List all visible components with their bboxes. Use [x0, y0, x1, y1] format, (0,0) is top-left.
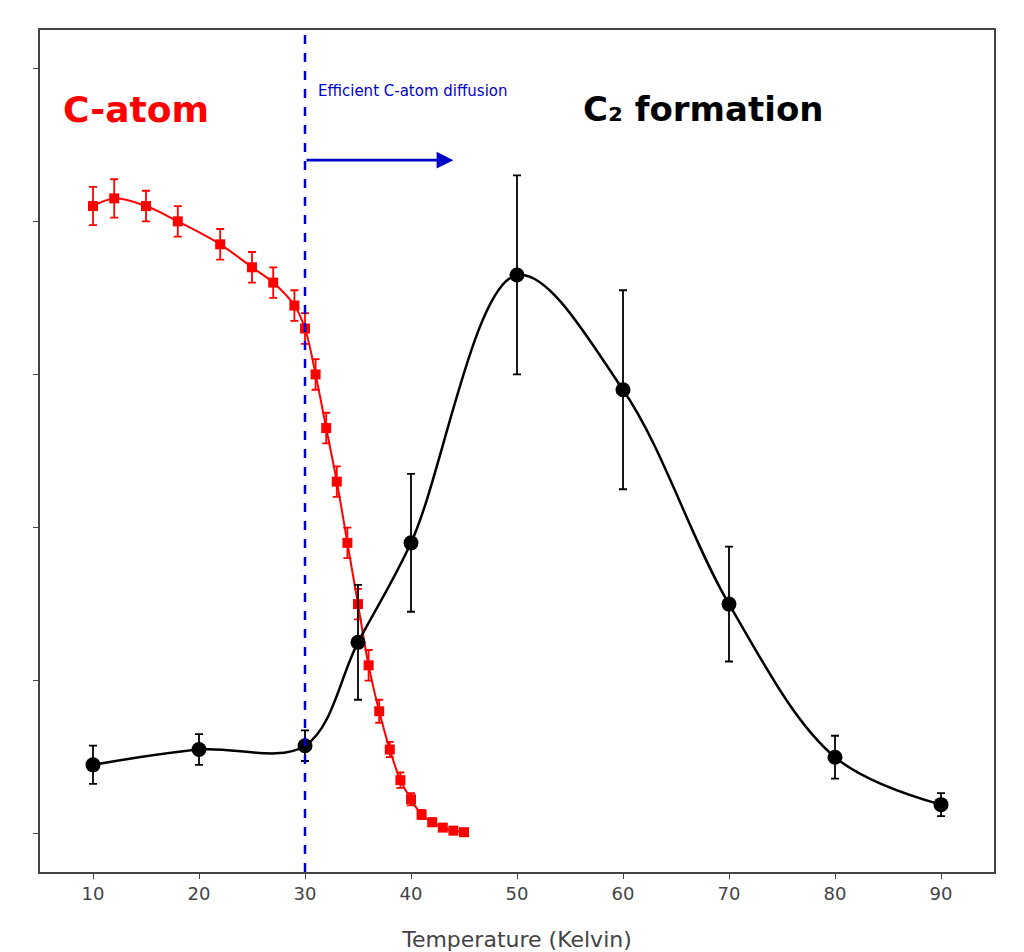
svg-text:60: 60: [612, 883, 635, 904]
svg-text:C-atom: C-atom: [63, 89, 209, 130]
svg-text:70: 70: [718, 883, 741, 904]
svg-text:80: 80: [824, 883, 847, 904]
svg-text:50: 50: [506, 883, 529, 904]
svg-text:30: 30: [294, 883, 317, 904]
svg-text:20: 20: [188, 883, 211, 904]
svg-text:10: 10: [82, 883, 105, 904]
svg-text:40: 40: [400, 883, 423, 904]
svg-text:C₂ formation: C₂ formation: [583, 89, 823, 129]
svg-text:Temperature (Kelvin): Temperature (Kelvin): [401, 927, 632, 952]
svg-text:90: 90: [930, 883, 953, 904]
svg-text:Efficient C-atom diffusion: Efficient C-atom diffusion: [318, 82, 508, 100]
